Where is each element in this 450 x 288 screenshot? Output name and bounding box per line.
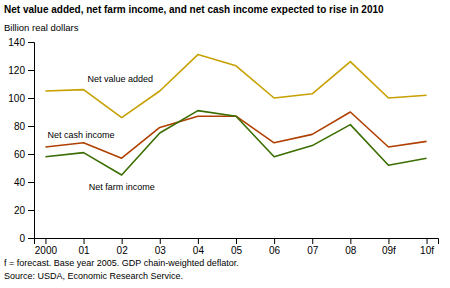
series-line	[45, 112, 426, 158]
x-tick-label: 10f	[420, 245, 434, 256]
x-tick: 09f	[382, 238, 396, 256]
x-tick: 10f	[420, 238, 434, 256]
y-tick-label: 140	[8, 37, 25, 48]
x-tick-label: 07	[307, 245, 319, 256]
y-tick-mark	[28, 154, 34, 155]
x-tick: 07	[307, 238, 319, 256]
y-tick-mark	[28, 182, 34, 183]
x-tick-label: 09f	[382, 245, 396, 256]
title: Net value added, net farm income, and ne…	[4, 4, 384, 15]
x-tick: 08	[345, 238, 357, 256]
x-tick: 02	[117, 238, 129, 256]
y-tick-mark	[28, 42, 34, 43]
x-tick-mark	[122, 238, 123, 244]
plot: 0 20 40 60 80 100 120 140 2000 01 02 03 04 05 06 07 08 09…	[8, 37, 438, 256]
x-tick-mark	[388, 238, 389, 244]
y-tick-mark	[28, 238, 34, 239]
y-tick: 120	[8, 65, 34, 76]
series-line	[45, 111, 426, 175]
y-tick: 140	[8, 37, 34, 48]
x-tick-label: 04	[193, 245, 205, 256]
x-tick-label: 2000	[35, 245, 58, 256]
series-line	[45, 55, 426, 118]
footnote: Source: USDA, Economic Research Service.	[4, 271, 183, 281]
y-tick-label: 120	[8, 65, 25, 76]
y-tick-label: 80	[14, 121, 26, 132]
y-tick: 20	[14, 205, 34, 216]
x-tick-label: 03	[155, 245, 167, 256]
y-tick-label: 20	[14, 205, 26, 216]
y-axis-line	[28, 43, 35, 239]
x-tick-label: 01	[78, 245, 90, 256]
x-tick: 04	[193, 238, 205, 256]
x-tick: 03	[155, 238, 167, 256]
y-tick-label: 100	[8, 93, 25, 104]
series-label: Net farm income	[89, 182, 155, 192]
x-tick-mark	[84, 238, 85, 244]
footnote: f = forecast. Base year 2005. GDP chain-…	[4, 258, 239, 268]
chart: Net value added, net farm income, and ne…	[0, 0, 450, 288]
y-axis: 0 20 40 60 80 100 120 140	[8, 37, 34, 244]
y-tick-mark	[28, 126, 34, 127]
x-tick: 06	[269, 238, 281, 256]
y-tick: 0	[19, 233, 34, 244]
series-labels: Net value added Net cash income Net farm i…	[47, 74, 154, 192]
x-tick-mark	[160, 238, 161, 244]
x-tick-mark	[312, 238, 313, 244]
x-tick: 2000	[35, 238, 58, 256]
y-tick: 80	[14, 121, 34, 132]
x-tick-mark	[274, 238, 275, 244]
x-tick-label: 05	[231, 245, 243, 256]
x-axis-line	[35, 239, 439, 245]
y-tick-label: 40	[14, 177, 26, 188]
y-tick-mark	[28, 98, 34, 99]
x-tick-label: 02	[117, 245, 129, 256]
series-label: Net value added	[88, 74, 154, 84]
x-tick-mark	[45, 238, 46, 244]
y-tick: 60	[14, 149, 34, 160]
x-tick-mark	[427, 238, 428, 244]
y-tick: 40	[14, 177, 34, 188]
x-tick: 01	[78, 238, 90, 256]
x-tick-label: 08	[345, 245, 357, 256]
lines	[45, 55, 426, 175]
x-tick-mark	[236, 238, 237, 244]
x-tick-mark	[350, 238, 351, 244]
y-tick: 100	[8, 93, 34, 104]
y-tick-mark	[28, 210, 34, 211]
y-tick-label: 60	[14, 149, 26, 160]
x-tick: 05	[231, 238, 243, 256]
x-axis: 2000 01 02 03 04 05 06 07 08 09f 10f	[35, 238, 439, 256]
y-axis-title: Billion real dollars	[4, 22, 79, 33]
x-tick-label: 06	[269, 245, 281, 256]
series-label: Net cash income	[47, 130, 114, 140]
y-tick-mark	[28, 70, 34, 71]
y-tick-label: 0	[19, 233, 25, 244]
x-tick-mark	[198, 238, 199, 244]
